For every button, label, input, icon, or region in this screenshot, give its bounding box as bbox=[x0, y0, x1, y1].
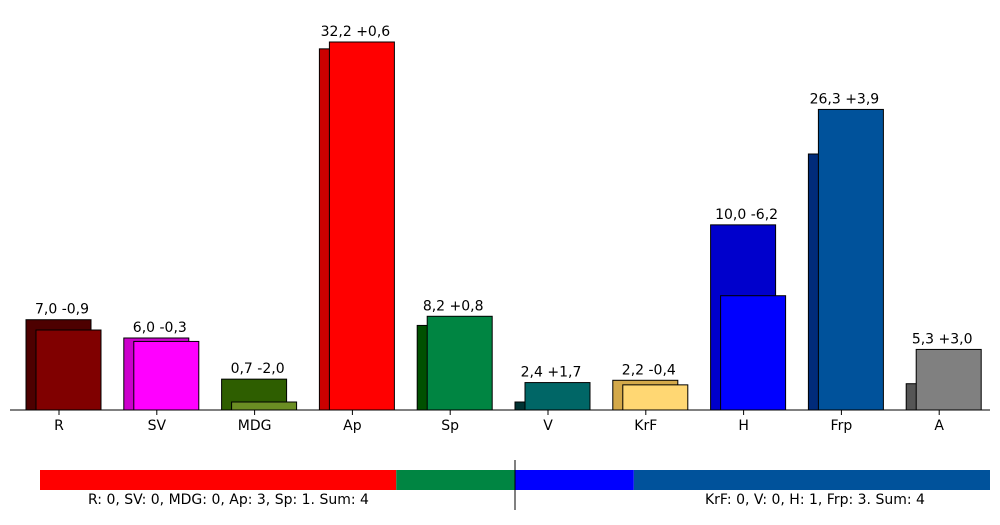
bar-current-h bbox=[720, 295, 787, 411]
x-tick-label-a: A bbox=[934, 418, 944, 434]
x-tick-label-frp: Frp bbox=[831, 418, 853, 434]
bar-label-sv: 6,0 -0,3 bbox=[133, 320, 187, 336]
bar-current-sv bbox=[133, 340, 200, 411]
seat-distribution-bar bbox=[40, 470, 990, 490]
bar-current-a bbox=[915, 348, 982, 411]
bar-current-frp bbox=[817, 108, 884, 411]
bar-current-krf bbox=[622, 384, 689, 411]
x-tick-label-h: H bbox=[738, 418, 749, 434]
seat-block-ap bbox=[40, 470, 397, 490]
bar-current-ap bbox=[328, 41, 395, 411]
x-tick-label-krf: KrF bbox=[634, 418, 657, 434]
bar-current-r bbox=[35, 329, 102, 411]
bar-label-v: 2,4 +1,7 bbox=[521, 365, 582, 381]
bar-current-sp bbox=[426, 315, 493, 411]
x-tick-label-v: V bbox=[543, 418, 553, 434]
x-tick-label-mdg: MDG bbox=[238, 418, 272, 434]
seat-summary-right: KrF: 0, V: 0, H: 1, Frp: 3. Sum: 4 bbox=[705, 492, 925, 508]
seat-block-frp bbox=[633, 470, 990, 490]
bar-current-v bbox=[524, 382, 591, 411]
bar-label-frp: 26,3 +3,9 bbox=[810, 91, 880, 107]
bar-label-a: 5,3 +3,0 bbox=[912, 331, 973, 347]
bar-label-mdg: 0,7 -2,0 bbox=[231, 361, 285, 377]
x-ticks-group: R SV MDG Ap Sp V KrF H Frp A bbox=[54, 410, 944, 434]
x-tick-label-sp: Sp bbox=[441, 418, 459, 434]
bar-label-h: 10,0 -6,2 bbox=[715, 207, 778, 223]
seat-block-sp bbox=[396, 470, 515, 490]
bar-current-mdg bbox=[231, 401, 298, 411]
seat-summary-left: R: 0, SV: 0, MDG: 0, Ap: 3, Sp: 1. Sum: … bbox=[88, 492, 369, 508]
x-tick-label-sv: SV bbox=[148, 418, 167, 434]
seat-block-h bbox=[515, 470, 634, 490]
bar-label-krf: 2,2 -0,4 bbox=[622, 362, 676, 378]
bar-label-sp: 8,2 +0,8 bbox=[423, 298, 484, 314]
bars-group: 7,0 -0,9 6,0 -0,3 0,7 -2,0 32,2 +0,6 8,2 +0,… bbox=[25, 24, 982, 411]
bar-label-ap: 32,2 +0,6 bbox=[321, 24, 391, 40]
x-tick-label-r: R bbox=[54, 418, 64, 434]
x-tick-label-ap: Ap bbox=[343, 418, 362, 434]
bar-label-r: 7,0 -0,9 bbox=[35, 302, 89, 318]
